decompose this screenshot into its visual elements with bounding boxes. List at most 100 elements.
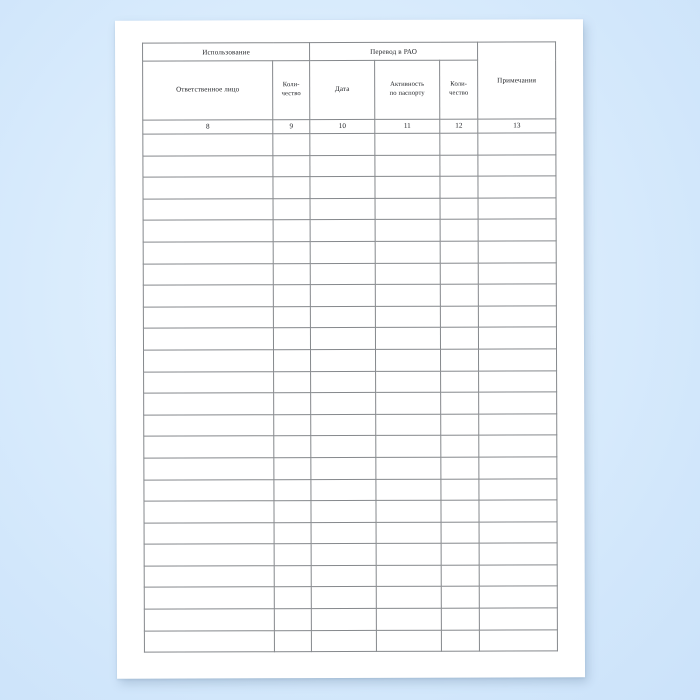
cell-responsible-person[interactable] <box>143 479 274 502</box>
cell-passport-activity[interactable] <box>375 500 442 523</box>
cell-passport-activity[interactable] <box>376 608 442 631</box>
cell-responsible-person[interactable] <box>144 587 275 610</box>
cell-passport-activity[interactable] <box>376 586 442 609</box>
cell-notes[interactable] <box>478 284 557 306</box>
cell-passport-activity[interactable] <box>375 197 441 220</box>
cell-notes[interactable] <box>477 176 557 198</box>
cell-responsible-person[interactable] <box>144 608 275 631</box>
cell-quantity-transfer[interactable] <box>440 241 479 263</box>
cell-date[interactable] <box>310 457 376 480</box>
cell-notes[interactable] <box>479 629 558 652</box>
table-row[interactable] <box>143 391 557 415</box>
cell-passport-activity[interactable] <box>376 565 442 587</box>
cell-quantity-transfer[interactable] <box>440 284 479 306</box>
cell-responsible-person[interactable] <box>144 522 275 545</box>
cell-date[interactable] <box>310 500 377 523</box>
cell-quantity-usage[interactable] <box>272 176 311 199</box>
cell-quantity-usage[interactable] <box>273 284 311 307</box>
cell-quantity-usage[interactable] <box>274 630 312 652</box>
cell-date[interactable] <box>310 478 376 501</box>
cell-responsible-person[interactable] <box>143 306 274 329</box>
cell-quantity-transfer[interactable] <box>441 586 480 609</box>
cell-date[interactable] <box>310 284 376 307</box>
cell-passport-activity[interactable] <box>375 284 441 307</box>
cell-responsible-person[interactable] <box>144 565 275 588</box>
cell-notes[interactable] <box>478 478 557 501</box>
cell-notes[interactable] <box>479 607 558 630</box>
cell-notes[interactable] <box>478 348 557 371</box>
table-row[interactable] <box>142 132 556 156</box>
cell-quantity-usage[interactable] <box>274 587 312 609</box>
table-row[interactable] <box>143 284 557 307</box>
cell-passport-activity[interactable] <box>375 413 441 436</box>
cell-quantity-transfer[interactable] <box>440 349 479 371</box>
table-row[interactable] <box>143 435 557 459</box>
cell-quantity-transfer[interactable] <box>440 219 479 242</box>
cell-date[interactable] <box>311 608 377 631</box>
cell-responsible-person[interactable] <box>143 220 274 243</box>
cell-responsible-person[interactable] <box>142 176 274 199</box>
cell-quantity-transfer[interactable] <box>439 133 478 155</box>
cell-passport-activity[interactable] <box>375 349 441 371</box>
table-row[interactable] <box>143 456 557 480</box>
table-row[interactable] <box>142 176 557 199</box>
cell-quantity-transfer[interactable] <box>440 435 479 458</box>
cell-quantity-transfer[interactable] <box>440 262 479 285</box>
table-row[interactable] <box>143 499 558 523</box>
cell-responsible-person[interactable] <box>142 133 273 156</box>
cell-quantity-transfer[interactable] <box>440 370 479 393</box>
cell-date[interactable] <box>310 241 376 264</box>
table-row[interactable] <box>143 327 557 351</box>
table-row[interactable] <box>143 348 557 372</box>
cell-date[interactable] <box>311 565 377 588</box>
cell-quantity-usage[interactable] <box>273 392 311 415</box>
cell-quantity-usage[interactable] <box>273 241 311 264</box>
cell-responsible-person[interactable] <box>143 349 274 372</box>
table-row[interactable] <box>143 413 557 437</box>
cell-quantity-usage[interactable] <box>274 565 312 588</box>
cell-quantity-usage[interactable] <box>274 543 312 566</box>
cell-notes[interactable] <box>478 262 557 285</box>
cell-notes[interactable] <box>478 219 557 242</box>
table-row[interactable] <box>143 262 557 286</box>
cell-responsible-person[interactable] <box>143 436 274 459</box>
cell-date[interactable] <box>310 370 376 393</box>
table-row[interactable] <box>144 629 558 653</box>
cell-responsible-person[interactable] <box>142 155 273 178</box>
cell-quantity-transfer[interactable] <box>441 564 480 587</box>
cell-quantity-transfer[interactable] <box>440 392 479 414</box>
cell-quantity-usage[interactable] <box>273 414 311 437</box>
cell-date[interactable] <box>310 349 376 372</box>
cell-responsible-person[interactable] <box>143 328 274 351</box>
cell-notes[interactable] <box>478 197 557 220</box>
cell-notes[interactable] <box>478 456 557 479</box>
cell-quantity-transfer[interactable] <box>440 457 479 479</box>
cell-date[interactable] <box>310 219 376 242</box>
cell-date[interactable] <box>309 133 375 156</box>
cell-quantity-usage[interactable] <box>273 263 311 285</box>
table-row[interactable] <box>144 564 558 588</box>
cell-responsible-person[interactable] <box>144 630 275 653</box>
cell-date[interactable] <box>311 522 377 544</box>
cell-quantity-transfer[interactable] <box>440 478 479 501</box>
table-row[interactable] <box>143 370 557 394</box>
cell-passport-activity[interactable] <box>375 457 441 479</box>
cell-quantity-usage[interactable] <box>272 133 310 156</box>
cell-date[interactable] <box>309 155 375 177</box>
cell-notes[interactable] <box>479 543 558 565</box>
cell-responsible-person[interactable] <box>143 284 274 307</box>
cell-notes[interactable] <box>478 499 558 522</box>
cell-passport-activity[interactable] <box>375 370 441 393</box>
cell-notes[interactable] <box>478 327 557 350</box>
cell-quantity-transfer[interactable] <box>441 629 480 652</box>
cell-quantity-transfer[interactable] <box>440 197 479 220</box>
cell-date[interactable] <box>310 327 376 350</box>
cell-quantity-transfer[interactable] <box>439 154 478 177</box>
cell-passport-activity[interactable] <box>375 435 441 458</box>
cell-notes[interactable] <box>477 132 556 155</box>
cell-notes[interactable] <box>478 305 557 328</box>
cell-date[interactable] <box>311 586 377 609</box>
cell-date[interactable] <box>311 630 377 652</box>
cell-responsible-person[interactable] <box>143 392 274 415</box>
cell-quantity-usage[interactable] <box>274 522 312 545</box>
